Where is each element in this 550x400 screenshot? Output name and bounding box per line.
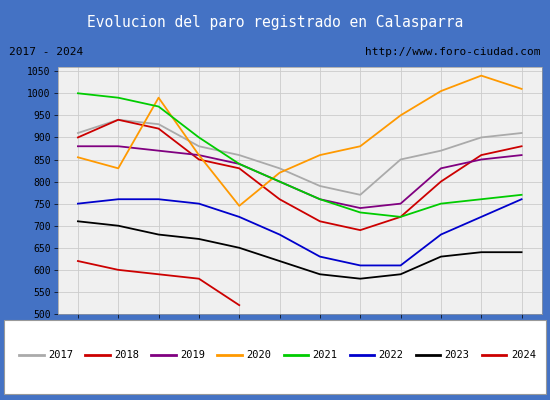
Text: 2019: 2019: [180, 350, 205, 360]
Text: http://www.foro-ciudad.com: http://www.foro-ciudad.com: [365, 47, 541, 57]
Text: 2017: 2017: [48, 350, 73, 360]
Text: 2017 - 2024: 2017 - 2024: [9, 47, 84, 57]
Text: 2023: 2023: [444, 350, 470, 360]
Text: 2018: 2018: [114, 350, 139, 360]
Text: 2024: 2024: [511, 350, 536, 360]
Text: Evolucion del paro registrado en Calasparra: Evolucion del paro registrado en Calaspa…: [87, 14, 463, 30]
Text: 2021: 2021: [312, 350, 337, 360]
Text: 2020: 2020: [246, 350, 271, 360]
Text: 2022: 2022: [378, 350, 404, 360]
